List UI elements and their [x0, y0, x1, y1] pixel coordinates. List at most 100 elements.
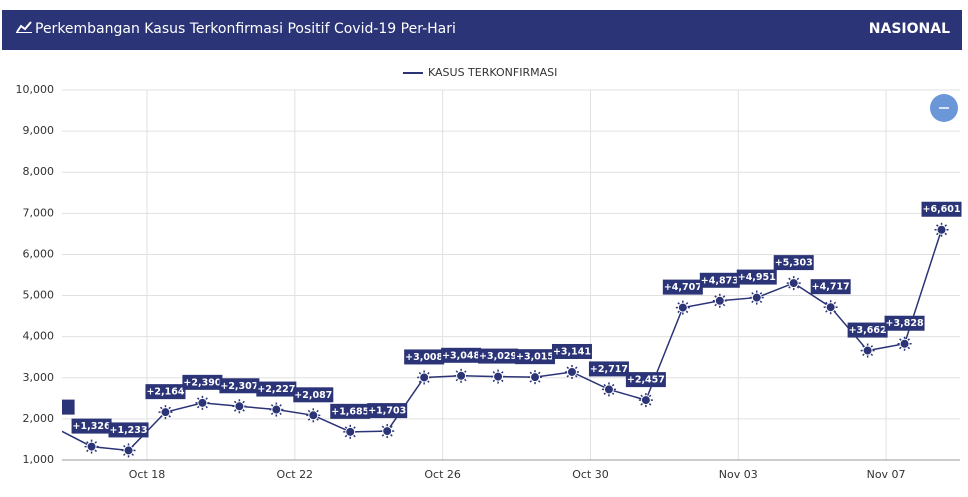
value-label: +2,227 — [257, 384, 295, 395]
virus-marker — [897, 336, 912, 351]
virus-body — [308, 410, 319, 421]
value-label-box — [810, 279, 851, 295]
value-label: +1,703 — [368, 406, 406, 417]
virus-marker — [712, 293, 727, 308]
value-label: +6,601 — [923, 204, 961, 215]
header-title: Perkembangan Kasus Terkonfirmasi Positif… — [16, 21, 456, 37]
x-tick-label: Oct 30 — [572, 468, 609, 481]
virus-body — [530, 372, 541, 383]
y-tick-label: 7,000 — [23, 206, 55, 219]
virus-body — [160, 407, 171, 418]
value-label: +3,141 — [553, 346, 591, 357]
virus-body — [677, 302, 688, 313]
virus-body — [197, 397, 208, 408]
value-label-box — [404, 349, 445, 365]
virus-marker — [601, 382, 616, 397]
value-label-box — [219, 378, 260, 394]
y-tick-label: 9,000 — [23, 124, 55, 137]
value-label-box — [478, 348, 519, 364]
value-label: +2,457 — [627, 375, 665, 386]
virus-marker — [417, 370, 432, 385]
virus-body — [936, 224, 947, 235]
value-label-box — [662, 279, 703, 295]
y-tick-label: 3,000 — [23, 371, 55, 384]
value-label: +3,015 — [516, 352, 554, 363]
virus-marker — [343, 424, 358, 439]
value-label: +4,707 — [664, 282, 702, 293]
virus-body — [640, 395, 651, 406]
value-label: +3,008 — [405, 352, 443, 363]
virus-body — [419, 372, 430, 383]
virus-marker — [528, 370, 543, 385]
x-tick-label: Oct 26 — [424, 468, 461, 481]
header: Perkembangan Kasus Terkonfirmasi Positif… — [2, 10, 962, 50]
value-label: +4,717 — [812, 282, 850, 293]
y-tick-label: 5,000 — [23, 289, 55, 302]
title-text: Perkembangan Kasus Terkonfirmasi Positif… — [35, 21, 456, 37]
value-label-box — [847, 322, 888, 338]
chart-icon — [16, 21, 32, 33]
virus-body — [825, 302, 836, 313]
virus-body — [788, 278, 799, 289]
value-label-box — [330, 403, 371, 419]
x-tick-label: Oct 22 — [277, 468, 314, 481]
virus-body — [751, 292, 762, 303]
virus-marker — [195, 395, 210, 410]
value-label-box — [588, 361, 629, 377]
value-label: +4,951 — [738, 272, 776, 283]
spike — [55, 423, 60, 428]
virus-marker — [84, 439, 99, 454]
virus-marker — [749, 290, 764, 305]
value-label: +2,087 — [294, 390, 332, 401]
value-label-box — [256, 381, 297, 397]
virus-marker — [380, 424, 395, 439]
value-label-box — [293, 387, 334, 403]
virus-marker — [786, 276, 801, 291]
value-label: +2,164 — [146, 387, 184, 398]
spike — [50, 428, 55, 433]
virus-marker — [158, 405, 173, 420]
value-label: +1,326 — [73, 421, 111, 432]
value-label: +3,048 — [442, 350, 480, 361]
value-label: +1,233 — [110, 425, 148, 436]
virus-body — [271, 404, 282, 415]
virus-body — [603, 384, 614, 395]
virus-marker — [564, 364, 579, 379]
y-tick-label: 4,000 — [23, 330, 55, 343]
virus-body — [899, 338, 910, 349]
value-label-box — [441, 347, 482, 363]
virus-body — [123, 445, 134, 456]
y-tick-label: 10,000 — [16, 83, 55, 96]
y-tick-label: 2,000 — [23, 412, 55, 425]
value-label-box — [108, 422, 149, 438]
value-label-box — [625, 372, 666, 388]
y-tick-label: 6,000 — [23, 247, 55, 260]
virus-body — [382, 426, 393, 437]
virus-marker — [121, 443, 136, 458]
value-label: +3,662 — [849, 325, 887, 336]
value-label: +5,303 — [775, 258, 813, 269]
value-label-box — [145, 384, 186, 400]
legend-label: KASUS TERKONFIRMASI — [428, 66, 557, 79]
value-label-box — [699, 272, 740, 288]
value-label: +3,828 — [886, 318, 924, 329]
virus-marker — [823, 300, 838, 315]
virus-marker — [232, 399, 247, 414]
virus-marker — [675, 300, 690, 315]
virus-marker — [269, 402, 284, 417]
spike — [55, 428, 60, 433]
x-tick-label: Nov 03 — [719, 468, 758, 481]
value-label: +2,390 — [183, 377, 221, 388]
value-label-box — [551, 343, 592, 359]
x-tick-label: Nov 07 — [867, 468, 906, 481]
plot: 8+1,326+1,233+2,164+2,390+2,307+2,227+2,… — [50, 201, 962, 458]
virus-body — [566, 366, 577, 377]
virus-body — [86, 441, 97, 452]
value-label-box — [71, 418, 112, 434]
value-label: +1,685 — [331, 406, 369, 417]
y-tick-label: 8,000 — [23, 165, 55, 178]
virus-body — [714, 295, 725, 306]
virus-marker — [306, 408, 321, 423]
value-label: +2,717 — [590, 364, 628, 375]
